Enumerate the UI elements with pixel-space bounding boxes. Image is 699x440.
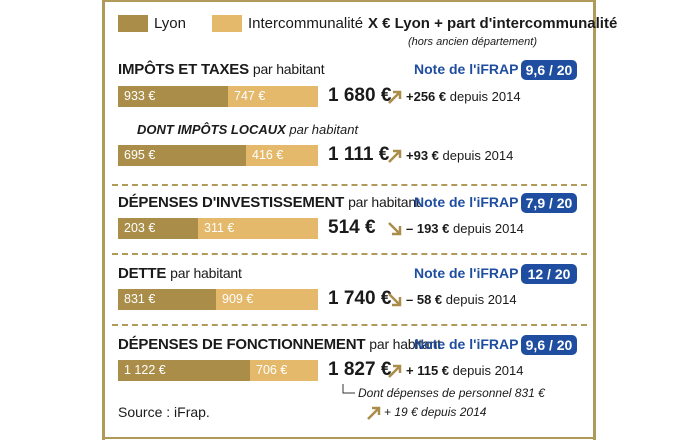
ifrap-note-label: Note de l'iFRAP bbox=[414, 265, 519, 281]
bar-interco-dette: 909 € bbox=[216, 289, 318, 310]
total-fonctionnement: 1 827 € bbox=[328, 359, 392, 380]
frame-bottom-border bbox=[102, 437, 595, 439]
legend-interco-swatch bbox=[212, 15, 242, 32]
section-title-dette: DETTE par habitant bbox=[118, 265, 242, 282]
bar-lyon-investissement: 203 € bbox=[118, 218, 198, 239]
personnel-note: Dont dépenses de personnel 831 € bbox=[358, 386, 545, 400]
change-investissement: – 193 € depuis 2014 bbox=[406, 221, 524, 236]
frame-left-border bbox=[102, 0, 105, 440]
legend-total-note-sub: (hors ancien département) bbox=[408, 36, 538, 48]
bar-lyon-impots-locaux: 695 € bbox=[118, 145, 246, 166]
change-dette: – 58 € depuis 2014 bbox=[406, 292, 517, 307]
ifrap-note-label: Note de l'iFRAP bbox=[414, 336, 519, 352]
section-title-fonctionnement: DÉPENSES DE FONCTIONNEMENT par habitant bbox=[118, 336, 441, 353]
trend-down-icon bbox=[388, 222, 402, 236]
trend-down-icon bbox=[388, 293, 402, 307]
grade-badge-investissement: 7,9 / 20 bbox=[521, 193, 577, 213]
change-impots-locaux: +93 € depuis 2014 bbox=[406, 148, 514, 163]
grade-badge-impots: 9,6 / 20 bbox=[521, 60, 577, 80]
bar-interco-impots-locaux: 416 € bbox=[246, 145, 318, 166]
trend-up-icon bbox=[367, 406, 381, 420]
ifrap-note-label: Note de l'iFRAP bbox=[414, 61, 519, 77]
total-impots-locaux: 1 111 € bbox=[328, 144, 390, 165]
ifrap-note-label: Note de l'iFRAP bbox=[414, 194, 519, 210]
total-investissement: 514 € bbox=[328, 217, 376, 238]
frame-top-border bbox=[102, 0, 595, 2]
change-impots: +256 € depuis 2014 bbox=[406, 89, 521, 104]
legend-lyon-swatch bbox=[118, 15, 148, 32]
bracket-connector-icon bbox=[342, 384, 355, 394]
grade-badge-dette: 12 / 20 bbox=[521, 264, 577, 284]
legend-interco-label: Intercommunalité bbox=[248, 15, 364, 32]
section-divider bbox=[112, 253, 587, 255]
trend-up-icon bbox=[388, 149, 402, 163]
bar-interco-investissement: 311 € bbox=[198, 218, 318, 239]
section-title-impots: IMPÔTS ET TAXES par habitant bbox=[118, 61, 325, 78]
bar-lyon-fonctionnement: 1 122 € bbox=[118, 360, 250, 381]
grade-badge-fonctionnement: 9,6 / 20 bbox=[521, 335, 577, 355]
source-note: Source : iFrap. bbox=[118, 404, 210, 420]
legend-lyon-label: Lyon bbox=[154, 15, 186, 32]
bar-lyon-impots: 933 € bbox=[118, 86, 228, 107]
bar-lyon-dette: 831 € bbox=[118, 289, 216, 310]
personnel-change: + 19 € depuis 2014 bbox=[384, 405, 487, 419]
change-fonctionnement: + 115 € depuis 2014 bbox=[406, 363, 524, 378]
section-title-impots-locaux: DONT IMPÔTS LOCAUX par habitant bbox=[137, 122, 359, 137]
bar-interco-fonctionnement: 706 € bbox=[250, 360, 318, 381]
section-divider bbox=[112, 184, 587, 186]
section-title-investissement: DÉPENSES D'INVESTISSEMENT par habitant bbox=[118, 194, 420, 211]
total-dette: 1 740 € bbox=[328, 288, 392, 309]
trend-up-icon bbox=[388, 90, 402, 104]
total-impots: 1 680 € bbox=[328, 85, 392, 106]
legend-total-note: X € Lyon + part d'intercommunalité bbox=[368, 15, 618, 32]
section-divider bbox=[112, 324, 587, 326]
frame-right-border bbox=[593, 0, 596, 440]
trend-up-icon bbox=[388, 364, 402, 378]
bar-interco-impots: 747 € bbox=[228, 86, 318, 107]
